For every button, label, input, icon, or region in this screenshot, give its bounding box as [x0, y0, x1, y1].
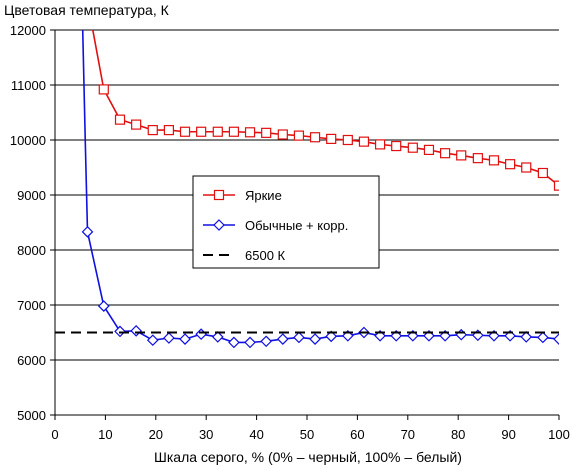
data-point-0-28 — [553, 180, 559, 191]
data-point-0-0 — [98, 84, 109, 95]
legend: Яркие Обычные + корр. 6500 К — [192, 175, 380, 269]
data-point-0-13 — [309, 132, 321, 143]
series-0 — [91, 30, 559, 191]
data-point-1-12 — [276, 333, 289, 345]
data-point-0-16 — [358, 136, 370, 147]
data-point-0-23 — [472, 153, 483, 164]
legend-marker-0 — [213, 189, 225, 201]
data-point-1-4 — [146, 334, 159, 347]
x-tick-label-8: 80 — [451, 427, 465, 442]
y-axis-title: Цветовая температура, К — [4, 2, 170, 18]
data-point-1-23 — [455, 328, 468, 341]
y-tick-label-3: 8000 — [17, 243, 46, 258]
y-tick-label-1: 6000 — [17, 353, 46, 368]
data-point-1-14 — [309, 333, 321, 345]
data-point-1-11 — [260, 335, 273, 348]
legend-label-1: Обычные + корр. — [245, 218, 348, 233]
data-point-0-18 — [391, 140, 402, 152]
data-point-0-9 — [244, 127, 256, 138]
x-tick-label-6: 60 — [350, 427, 364, 442]
data-point-0-11 — [277, 129, 288, 140]
x-tick-label-1: 10 — [98, 427, 112, 442]
x-axis-title: Шкала серого, % (0% – черный, 100% – бел… — [154, 449, 462, 465]
data-point-0-4 — [163, 124, 175, 136]
y-tick-label-0: 5000 — [17, 408, 46, 423]
data-point-1-9 — [228, 336, 240, 349]
axes — [50, 29, 560, 420]
data-point-1-28 — [537, 331, 549, 344]
data-point-1-29 — [553, 333, 559, 345]
data-point-0-15 — [342, 134, 353, 146]
x-tick-label-9: 90 — [501, 427, 515, 442]
series-line-0 — [91, 30, 559, 187]
legend-item-1: Обычные + корр. — [203, 218, 348, 233]
data-point-1-7 — [195, 328, 208, 340]
data-point-0-19 — [407, 142, 418, 153]
legend-label-0: Яркие — [245, 188, 282, 203]
data-point-0-22 — [456, 150, 467, 161]
data-point-1-13 — [293, 331, 305, 344]
tick-labels: 0 10 20 30 40 50 60 70 80 90 100 5000 6000 7000 8000 90… — [10, 23, 570, 442]
data-point-0-20 — [423, 144, 435, 155]
series-layer — [55, 30, 559, 349]
data-point-0-7 — [212, 126, 223, 137]
x-tick-label-0: 0 — [51, 427, 58, 442]
y-tick-label-4: 9000 — [17, 188, 46, 203]
data-point-1-15 — [325, 330, 338, 343]
y-tick-label-5: 10000 — [10, 133, 46, 148]
data-point-0-10 — [261, 127, 272, 138]
data-point-0-25 — [505, 159, 516, 170]
data-point-0-14 — [326, 133, 337, 144]
x-tick-label-10: 100 — [548, 427, 570, 442]
data-point-1-3 — [130, 325, 142, 337]
x-tick-label-3: 30 — [199, 427, 213, 442]
y-tick-label-2: 7000 — [17, 298, 46, 313]
legend-item-0: Яркие — [203, 188, 282, 203]
data-point-0-12 — [293, 130, 305, 141]
x-tick-label-5: 50 — [300, 427, 314, 442]
legend-item-2: 6500 К — [203, 248, 286, 263]
data-point-0-17 — [374, 139, 386, 150]
data-point-1-1 — [97, 300, 110, 312]
data-point-0-6 — [196, 126, 207, 137]
data-point-0-27 — [537, 167, 548, 179]
legend-label-2: 6500 К — [245, 248, 286, 263]
data-point-1-0 — [81, 226, 94, 238]
legend-marker-1 — [213, 219, 225, 231]
data-point-1-10 — [244, 336, 256, 349]
data-point-0-26 — [521, 162, 532, 173]
x-tick-label-2: 20 — [149, 427, 163, 442]
data-point-0-1 — [114, 114, 126, 125]
data-point-0-3 — [147, 124, 158, 136]
data-point-0-24 — [488, 155, 500, 166]
data-point-0-2 — [131, 119, 142, 130]
data-point-0-8 — [228, 126, 240, 137]
data-point-0-5 — [179, 126, 191, 137]
data-point-0-21 — [439, 148, 451, 159]
x-tick-label-7: 70 — [401, 427, 415, 442]
data-point-1-6 — [179, 333, 191, 345]
data-point-1-27 — [520, 331, 533, 343]
x-tick-label-4: 40 — [249, 427, 263, 442]
data-point-1-2 — [114, 325, 126, 338]
data-point-1-8 — [211, 331, 224, 343]
y-tick-label-6: 11000 — [11, 78, 46, 93]
data-point-1-5 — [163, 332, 175, 344]
y-tick-label-7: 12000 — [10, 23, 46, 38]
